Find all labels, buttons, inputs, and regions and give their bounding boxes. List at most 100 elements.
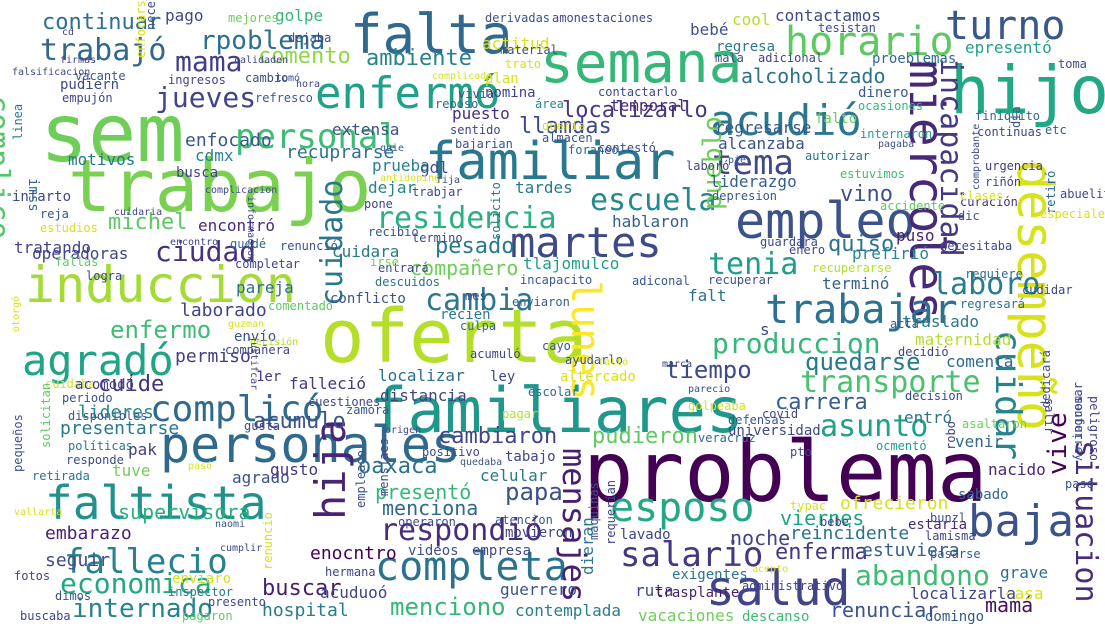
cloud-word: regresarse bbox=[715, 118, 812, 137]
cloud-word: cambio bbox=[245, 71, 289, 85]
cloud-word: ocmentó bbox=[876, 439, 927, 453]
cloud-word: escolar bbox=[528, 385, 579, 399]
cloud-word: área bbox=[535, 97, 564, 111]
cloud-word: veracruz bbox=[698, 431, 756, 445]
cloud-word: hospital bbox=[262, 600, 349, 621]
cloud-word: decision bbox=[905, 389, 963, 403]
cloud-word: localizar bbox=[378, 366, 465, 385]
cloud-word: enfermó bbox=[315, 68, 501, 119]
cloud-word: horario bbox=[785, 19, 954, 65]
cloud-word: personal bbox=[235, 117, 399, 157]
cloud-word: cuidaba bbox=[45, 377, 96, 391]
cloud-word: puso bbox=[896, 226, 935, 245]
cloud-word: dejaba bbox=[288, 31, 332, 45]
cloud-word: cool bbox=[732, 10, 771, 29]
cloud-word: máquinas bbox=[587, 482, 601, 540]
cloud-word: mamá bbox=[985, 593, 1034, 617]
cloud-word: tomó bbox=[276, 73, 301, 84]
cloud-word: pone bbox=[364, 197, 393, 211]
cloud-word: extensa bbox=[332, 120, 400, 139]
cloud-word: nomina bbox=[485, 85, 536, 101]
cloud-word: operaron bbox=[398, 515, 456, 529]
cloud-word: pto bbox=[790, 445, 812, 459]
cloud-word: reincidente bbox=[790, 523, 910, 544]
cloud-word: falleció bbox=[289, 374, 367, 393]
cloud-word: proeblemas bbox=[872, 51, 957, 67]
cloud-word: salir bbox=[1042, 398, 1056, 435]
cloud-word: operadoras bbox=[32, 244, 129, 263]
cloud-word: enfocarse bbox=[134, 0, 148, 58]
cloud-word: encontro bbox=[170, 237, 219, 248]
cloud-word: pak bbox=[128, 440, 157, 459]
cloud-word: renunció bbox=[280, 239, 338, 253]
cloud-word: pareja bbox=[236, 278, 294, 297]
cloud-word: altercado bbox=[560, 369, 636, 385]
cloud-word: lavado bbox=[620, 527, 671, 543]
cloud-word: reja bbox=[40, 207, 69, 221]
cloud-word: complicado bbox=[432, 71, 493, 82]
cloud-word: internaron bbox=[860, 127, 933, 141]
cloud-word: material bbox=[500, 43, 558, 57]
cloud-word: papa bbox=[505, 478, 563, 506]
cloud-word: ayudarlo bbox=[565, 353, 623, 367]
cloud-word: permiso bbox=[175, 346, 251, 367]
cloud-word: administrativo bbox=[742, 579, 844, 593]
cloud-word: imss bbox=[25, 178, 41, 212]
cloud-word: sem bbox=[40, 87, 185, 180]
cloud-word: queria bbox=[542, 119, 586, 133]
cloud-word: culpa bbox=[460, 319, 497, 333]
cloud-word: gusta bbox=[244, 419, 281, 433]
cloud-word: bebe bbox=[820, 515, 849, 529]
cloud-word: recien bbox=[440, 307, 491, 323]
cloud-word: pagaron bbox=[182, 609, 233, 623]
cloud-word: empleado bbox=[354, 450, 368, 508]
cloud-word: maternidad bbox=[915, 330, 1012, 349]
cloud-word: renunciar bbox=[830, 598, 939, 622]
cloud-word: justifcar bbox=[248, 336, 259, 391]
cloud-word: entrará bbox=[378, 261, 429, 275]
cloud-word: localizarlo bbox=[562, 98, 708, 123]
cloud-word: guardara bbox=[760, 235, 818, 249]
cloud-word: firmas bbox=[60, 55, 97, 66]
cloud-word: busca bbox=[176, 165, 219, 181]
cloud-word: contemplada bbox=[515, 601, 621, 620]
cloud-word: esposo bbox=[610, 485, 755, 531]
cloud-word: familiar bbox=[425, 132, 676, 192]
cloud-word: gdl bbox=[420, 158, 449, 177]
cloud-word: especiales bbox=[1040, 207, 1105, 221]
cloud-word: refresco bbox=[255, 91, 313, 105]
cloud-word: abandono bbox=[855, 559, 990, 592]
cloud-word: enocntro bbox=[310, 543, 397, 564]
cloud-word: regresará bbox=[960, 297, 1026, 311]
cloud-word: transporte bbox=[800, 365, 981, 400]
cloud-word: linea bbox=[11, 103, 25, 140]
cloud-word: logra bbox=[86, 269, 123, 283]
cloud-word: martes bbox=[510, 218, 662, 267]
cloud-word: acomodó bbox=[75, 377, 135, 393]
cloud-word: solicito bbox=[489, 182, 503, 240]
cloud-word: adicional bbox=[758, 51, 824, 65]
cloud-word: movieron bbox=[505, 525, 573, 541]
cloud-word: continuas bbox=[977, 125, 1043, 139]
cloud-word: nacido bbox=[988, 460, 1046, 479]
cloud-word: empleo bbox=[735, 192, 916, 250]
cloud-word: tabajo bbox=[505, 449, 556, 465]
cloud-word: faltista bbox=[45, 476, 267, 530]
cloud-word: cayo bbox=[542, 339, 571, 353]
cloud-word: falsificacion bbox=[12, 67, 91, 78]
cloud-word: inspector bbox=[168, 585, 234, 599]
cloud-word: guzman bbox=[228, 319, 265, 330]
cloud-word: accidente bbox=[880, 199, 946, 213]
cloud-word: quie bbox=[380, 143, 405, 154]
cloud-word: fija bbox=[436, 175, 461, 186]
cloud-word: motivos bbox=[68, 150, 136, 169]
cloud-word: incapacito bbox=[520, 273, 593, 287]
cloud-word: oferta bbox=[320, 294, 588, 380]
cloud-word: cumplir bbox=[220, 543, 263, 554]
cloud-word: comento bbox=[258, 44, 351, 69]
cloud-word: trabjar bbox=[412, 185, 463, 199]
cloud-word: seguir bbox=[45, 550, 111, 571]
cloud-word: ambiente bbox=[366, 46, 472, 71]
cloud-word: derivadas bbox=[485, 11, 551, 25]
cloud-word: cuestiones bbox=[308, 395, 381, 409]
